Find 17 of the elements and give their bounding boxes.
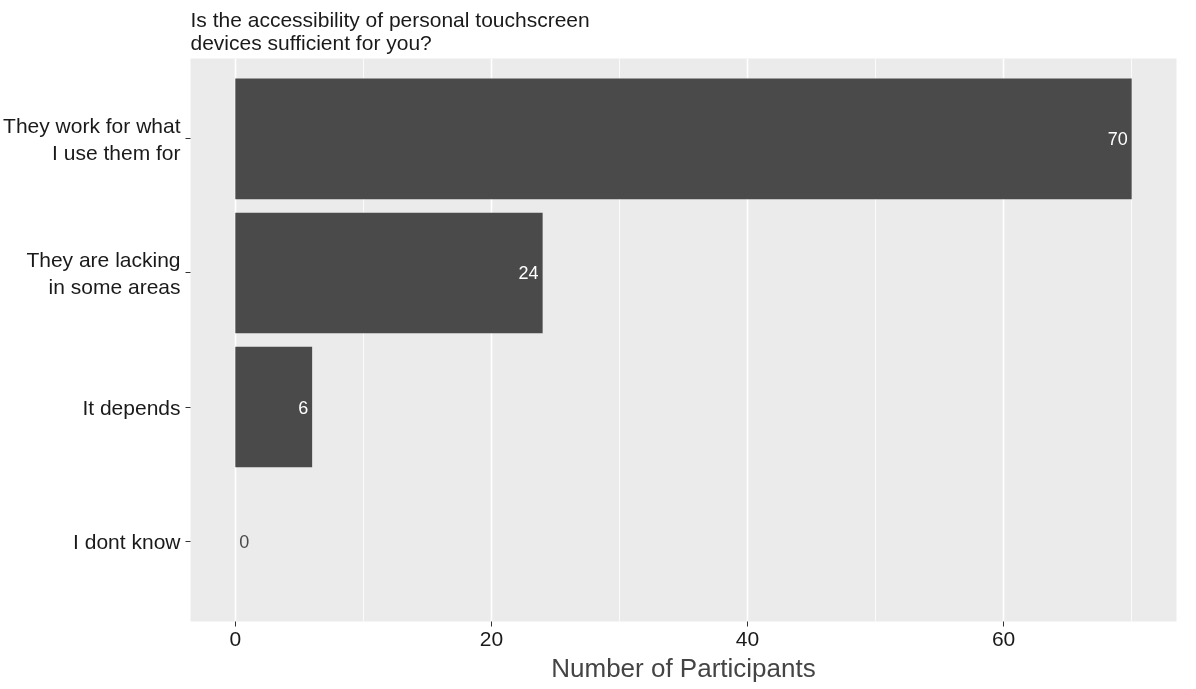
- x-tick-label: 40: [735, 626, 760, 650]
- y-tick-label: They work for what I use them for: [3, 113, 181, 165]
- x-tick-label: 20: [479, 626, 504, 650]
- y-tick-label: It depends: [82, 395, 181, 419]
- chart-title: Is the accessibility of personal touchscreen devices sufficient for you?: [190, 7, 590, 54]
- x-tick-label: 60: [991, 626, 1016, 650]
- data-label: 0: [239, 531, 250, 552]
- x-tick-label: 0: [229, 626, 242, 650]
- bar: [235, 78, 1132, 200]
- x-axis-title: Number of Participants: [551, 652, 816, 683]
- y-tick-label: I dont know: [73, 529, 182, 553]
- data-label: 70: [1107, 129, 1128, 150]
- bar: [235, 212, 543, 334]
- data-label: 6: [298, 397, 309, 418]
- y-tick-label: They are lacking in some areas: [26, 247, 181, 299]
- bar: [235, 346, 313, 468]
- data-label: 24: [518, 263, 539, 284]
